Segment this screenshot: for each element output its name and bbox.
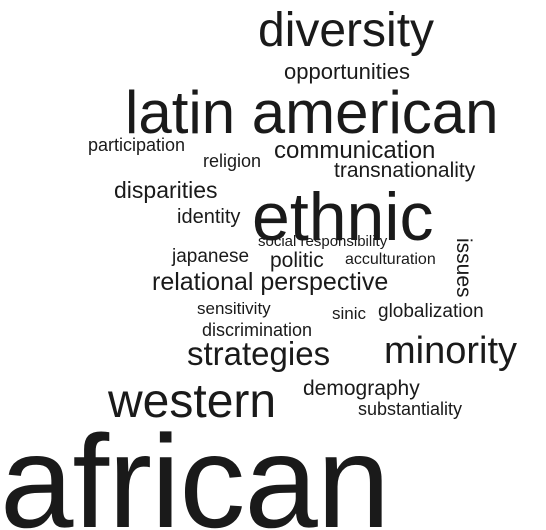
word-religion: religion xyxy=(203,151,262,171)
word-minority: minority xyxy=(384,330,518,372)
word-issues: issues xyxy=(452,238,475,298)
word-substantiality: substantiality xyxy=(358,399,463,419)
word-discrimination: discrimination xyxy=(202,320,313,340)
word-sinic: sinic xyxy=(332,304,367,323)
word-acculturation: acculturation xyxy=(345,251,436,268)
word-strategies: strategies xyxy=(187,335,331,372)
word-participation: participation xyxy=(88,135,186,155)
word-ethnic: ethnic xyxy=(252,179,434,255)
word-politic: politic xyxy=(270,249,324,272)
word-disparities: disparities xyxy=(114,177,218,203)
word-identity: identity xyxy=(177,206,241,228)
word-relational-perspective: relational perspective xyxy=(152,268,389,296)
word-transnationality: transnationality xyxy=(334,159,476,182)
word-sensitivity: sensitivity xyxy=(197,299,271,318)
word-japanese: japanese xyxy=(172,246,250,267)
word-latin-american: latin american xyxy=(125,79,499,146)
word-opportunities: opportunities xyxy=(284,59,410,84)
word-demography: demography xyxy=(303,377,420,400)
word-globalization: globalization xyxy=(378,301,484,322)
word-social-responsibility: social responsibility xyxy=(258,233,388,250)
word-diversity: diversity xyxy=(258,4,435,57)
word-african: african xyxy=(0,408,390,530)
word-communication: communication xyxy=(274,137,436,164)
word-western: western xyxy=(108,375,277,428)
